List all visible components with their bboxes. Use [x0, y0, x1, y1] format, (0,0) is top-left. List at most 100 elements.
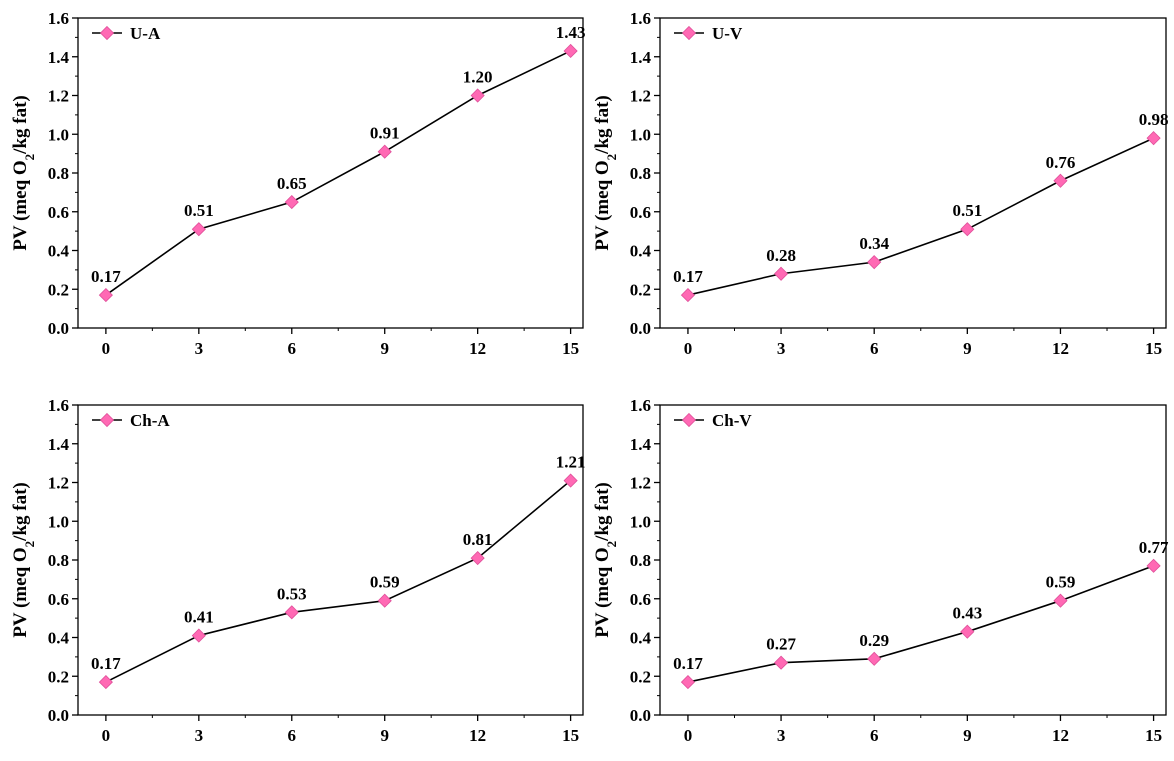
plot-frame	[77, 17, 584, 329]
y-tick-label: 0.0	[48, 706, 69, 725]
data-point	[98, 287, 113, 303]
x-tick-label: 9	[963, 726, 972, 745]
y-tick-label: 1.6	[48, 396, 69, 415]
y-tick-label: 0.0	[48, 319, 69, 338]
y-axis-title-main: PV (meq O	[10, 547, 31, 637]
data-point	[377, 593, 392, 608]
x-tick-label: 3	[777, 339, 786, 358]
x-tick-label: 6	[288, 726, 297, 745]
x-tick-label: 0	[684, 726, 693, 745]
y-tick-label: 0.8	[48, 551, 69, 570]
legend-marker	[681, 412, 697, 428]
chart-panel-u-a: 0.0 0.2 0.4 0.6 0.8 1.0 1.2 1.4 1.6 0 3 6 9 12 15 PV (m…	[10, 9, 585, 358]
data-label: 0.17	[673, 654, 703, 673]
legend-label: U-A	[130, 24, 161, 43]
y-tick-label: 1.6	[48, 9, 69, 28]
data-label: 0.51	[184, 201, 214, 220]
y-axis-title-main: PV (meq O	[10, 160, 31, 250]
data-point	[867, 651, 882, 666]
y-axis-title: PV (meq O2/kg fat)	[10, 95, 37, 251]
data-label: 0.17	[91, 267, 121, 286]
data-label: 0.27	[766, 635, 796, 654]
y-tick-label: 1.6	[630, 396, 651, 415]
x-tick-label: 0	[102, 339, 111, 358]
y-tick-label: 1.0	[630, 125, 651, 144]
y-tick-label: 0.2	[630, 667, 651, 686]
data-label: 0.77	[1139, 538, 1169, 557]
data-point	[98, 674, 113, 690]
y-axis-title-sub: 2	[22, 541, 37, 548]
y-tick-label: 0.2	[630, 280, 651, 299]
data-label: 0.43	[952, 604, 982, 623]
x-tick-label: 12	[1052, 726, 1069, 745]
y-tick-label: 1.0	[48, 512, 69, 531]
x-tick-label: 6	[870, 339, 879, 358]
data-point	[960, 624, 975, 639]
data-label: 0.51	[952, 201, 982, 220]
data-point	[1146, 131, 1161, 146]
x-tick-label: 9	[380, 339, 389, 358]
y-tick-label: 1.2	[48, 474, 69, 493]
data-point	[774, 266, 789, 281]
x-tick-label: 0	[684, 339, 693, 358]
y-axis-title-main: PV (meq O	[592, 160, 613, 250]
y-axis-title-sub: 2	[604, 541, 619, 548]
x-tick-label: 3	[195, 339, 204, 358]
y-tick-label: 1.2	[630, 87, 651, 106]
legend-label: Ch-V	[712, 411, 752, 430]
series-line	[687, 137, 1154, 296]
data-label: 0.65	[277, 174, 307, 193]
x-tick-label: 12	[469, 726, 486, 745]
data-label: 1.43	[556, 23, 586, 42]
y-tick-label: 1.6	[630, 9, 651, 28]
data-point	[284, 194, 299, 210]
y-axis-title: PV (meq O2/kg fat)	[10, 482, 37, 638]
y-axis-title-tail: /kg fat)	[10, 482, 31, 542]
data-label: 0.76	[1046, 153, 1076, 172]
x-tick-label: 6	[870, 726, 879, 745]
y-axis-title-main: PV (meq O	[592, 547, 613, 637]
y-axis-title-sub: 2	[604, 154, 619, 161]
y-tick-label: 1.0	[48, 125, 69, 144]
data-point	[774, 655, 789, 670]
y-tick-label: 1.0	[630, 512, 651, 531]
data-point	[191, 628, 206, 643]
data-point	[563, 473, 578, 488]
data-point	[377, 144, 392, 159]
data-label: 0.53	[277, 584, 307, 603]
data-label: 0.59	[370, 573, 400, 592]
y-tick-label: 0.6	[48, 590, 69, 609]
series-line	[687, 565, 1154, 683]
y-tick-label: 0.4	[48, 242, 70, 261]
y-tick-label: 0.2	[48, 667, 69, 686]
data-point	[191, 222, 206, 237]
data-label: 0.91	[370, 124, 400, 143]
chart-panel-u-v: 0.0 0.2 0.4 0.6 0.8 1.0 1.2 1.4 1.6 0 3 6 9 12 15 PV (m…	[592, 9, 1168, 358]
y-axis-title-tail: /kg fat)	[592, 482, 613, 542]
y-tick-label: 0.4	[48, 629, 70, 648]
x-tick-label: 3	[777, 726, 786, 745]
data-point	[680, 674, 696, 690]
plot-frame	[659, 404, 1167, 716]
x-tick-label: 9	[380, 726, 389, 745]
data-point	[284, 605, 299, 620]
data-label: 0.17	[673, 267, 703, 286]
chart-panel-ch-a: 0.0 0.2 0.4 0.6 0.8 1.0 1.2 1.4 1.6 0 3 6 9 12 15 PV (m…	[10, 396, 585, 745]
series-line	[105, 479, 572, 683]
data-label: 0.41	[184, 608, 214, 627]
legend-marker	[681, 25, 697, 41]
data-point	[470, 88, 485, 103]
plot-frame	[659, 17, 1167, 329]
x-tick-label: 12	[469, 339, 486, 358]
data-label: 0.59	[1046, 573, 1076, 592]
y-axis-title: PV (meq O2/kg fat)	[592, 95, 619, 251]
legend-marker	[99, 412, 115, 428]
data-label: 0.29	[859, 631, 889, 650]
x-tick-label: 15	[562, 726, 579, 745]
legend-label: Ch-A	[130, 411, 170, 430]
data-point	[680, 287, 696, 303]
x-tick-label: 6	[288, 339, 297, 358]
y-tick-label: 0.2	[48, 280, 69, 299]
data-label: 1.20	[463, 68, 493, 87]
